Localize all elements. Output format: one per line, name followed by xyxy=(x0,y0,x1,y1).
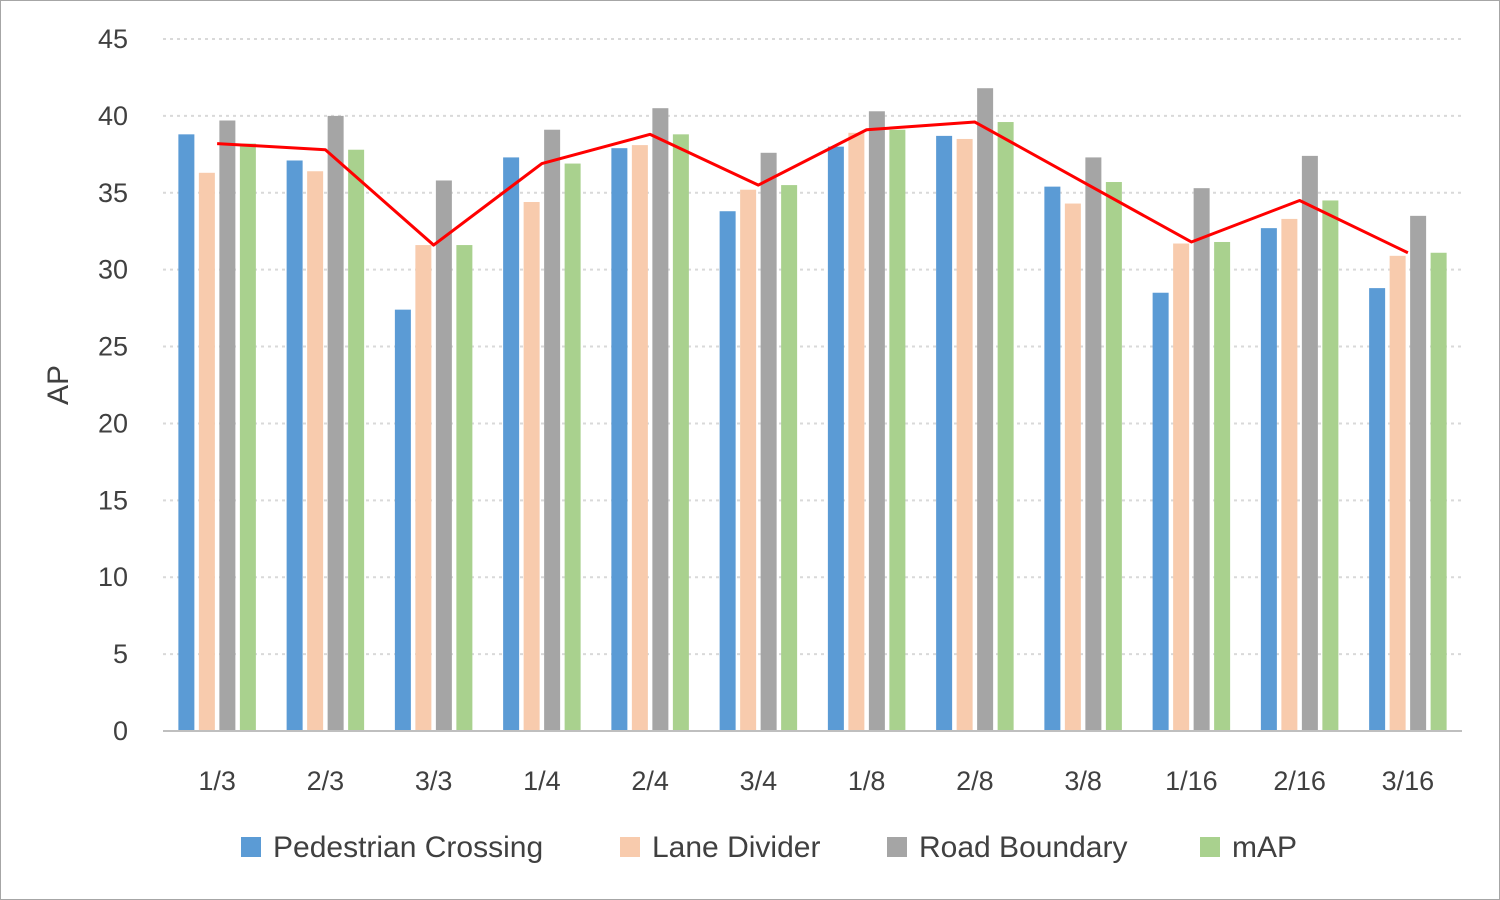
legend-swatch-lane-divider xyxy=(620,837,640,857)
y-tick-label: 45 xyxy=(98,24,128,54)
legend-label: Road Boundary xyxy=(919,831,1127,864)
bar-lane-divider-2/4 xyxy=(631,145,648,731)
bar-road-boundary-2/16 xyxy=(1301,155,1318,732)
x-tick-label: 1/8 xyxy=(848,766,886,796)
legend-label: Pedestrian Crossing xyxy=(273,831,543,864)
y-tick-label: 40 xyxy=(98,101,128,131)
bar-map-1/3 xyxy=(239,143,256,731)
legend-label: mAP xyxy=(1232,831,1297,864)
y-tick-label: 25 xyxy=(98,332,128,362)
legend-swatch-map xyxy=(1200,837,1220,857)
bar-map-1/8 xyxy=(889,129,906,731)
bar-lane-divider-2/3 xyxy=(307,171,324,731)
bar-road-boundary-1/8 xyxy=(868,111,885,731)
legend: Pedestrian Crossing Lane Divider Road Boun… xyxy=(241,831,1297,864)
bar-map-1/4 xyxy=(564,163,581,731)
bar-map-2/8 xyxy=(997,122,1014,732)
bar-pedestrian-crossing-2/16 xyxy=(1260,228,1277,731)
x-tick-label: 3/16 xyxy=(1382,766,1435,796)
x-tick-label: 1/16 xyxy=(1165,766,1218,796)
x-axis-ticks: 1/3 2/3 3/3 1/4 2/4 3/4 1/8 2/8 3/8 1/16 2/16 3/16 xyxy=(198,766,1434,796)
x-tick-label: 2/8 xyxy=(956,766,994,796)
bar-road-boundary-1/3 xyxy=(219,120,236,732)
bar-lane-divider-2/16 xyxy=(1281,218,1298,732)
bar-pedestrian-crossing-2/8 xyxy=(936,135,953,731)
bar-pedestrian-crossing-3/8 xyxy=(1044,186,1061,732)
bar-map-3/4 xyxy=(781,185,798,732)
bar-road-boundary-3/16 xyxy=(1410,215,1427,731)
bar-lane-divider-3/3 xyxy=(415,245,432,731)
bar-lane-divider-3/4 xyxy=(740,189,757,732)
bar-pedestrian-crossing-1/4 xyxy=(503,157,520,732)
bar-pedestrian-crossing-3/3 xyxy=(394,309,411,731)
bar-map-3/16 xyxy=(1430,252,1447,732)
y-tick-label: 35 xyxy=(98,178,128,208)
bar-map-3/8 xyxy=(1105,182,1122,732)
bar-pedestrian-crossing-3/16 xyxy=(1369,288,1386,731)
y-tick-label: 20 xyxy=(98,408,128,438)
y-tick-label: 5 xyxy=(113,639,128,669)
bar-map-3/3 xyxy=(456,245,473,731)
bar-pedestrian-crossing-1/16 xyxy=(1152,292,1169,731)
bar-road-boundary-2/8 xyxy=(977,88,994,732)
bar-lane-divider-1/8 xyxy=(848,132,865,731)
x-tick-label: 3/4 xyxy=(740,766,778,796)
bar-road-boundary-2/3 xyxy=(327,115,344,731)
bar-lane-divider-1/4 xyxy=(523,202,540,731)
map-trend-line xyxy=(217,120,1409,255)
bar-pedestrian-crossing-2/4 xyxy=(611,148,628,731)
bar-pedestrian-crossing-1/3 xyxy=(178,134,195,731)
y-axis-ticks: 0 5 10 15 20 25 30 35 40 45 xyxy=(98,24,128,746)
y-tick-label: 15 xyxy=(98,485,128,515)
legend-label: Lane Divider xyxy=(652,831,820,864)
x-tick-label: 2/4 xyxy=(631,766,669,796)
x-tick-label: 1/3 xyxy=(198,766,236,796)
x-tick-label: 2/3 xyxy=(307,766,345,796)
bar-lane-divider-1/3 xyxy=(198,172,215,731)
x-tick-label: 1/4 xyxy=(523,766,561,796)
bar-pedestrian-crossing-2/3 xyxy=(286,160,303,732)
bars xyxy=(178,88,1447,732)
bar-road-boundary-2/4 xyxy=(652,108,669,731)
bar-road-boundary-3/3 xyxy=(435,180,452,731)
y-tick-label: 10 xyxy=(98,562,128,592)
bar-road-boundary-1/16 xyxy=(1193,188,1210,732)
map-line-series xyxy=(217,120,1409,255)
bar-lane-divider-3/16 xyxy=(1389,255,1406,731)
x-tick-label: 3/8 xyxy=(1064,766,1102,796)
legend-swatch-pedestrian-crossing xyxy=(241,837,261,857)
bar-pedestrian-crossing-3/4 xyxy=(719,211,736,732)
bar-map-2/4 xyxy=(672,134,689,731)
y-tick-label: 0 xyxy=(113,716,128,746)
bar-lane-divider-2/8 xyxy=(956,138,973,731)
bar-map-2/3 xyxy=(348,149,365,732)
bar-lane-divider-3/8 xyxy=(1064,203,1081,731)
bar-map-2/16 xyxy=(1322,200,1339,731)
y-axis-title: AP xyxy=(42,365,75,405)
bar-pedestrian-crossing-1/8 xyxy=(827,146,844,732)
legend-swatch-road-boundary xyxy=(887,837,907,857)
x-tick-label: 2/16 xyxy=(1273,766,1326,796)
bar-road-boundary-3/4 xyxy=(760,152,777,732)
bar-road-boundary-1/4 xyxy=(544,129,561,731)
bar-road-boundary-3/8 xyxy=(1085,157,1102,732)
x-tick-label: 3/3 xyxy=(415,766,453,796)
bar-lane-divider-1/16 xyxy=(1173,243,1190,731)
y-tick-label: 30 xyxy=(98,255,128,285)
bar-map-1/16 xyxy=(1214,241,1231,731)
